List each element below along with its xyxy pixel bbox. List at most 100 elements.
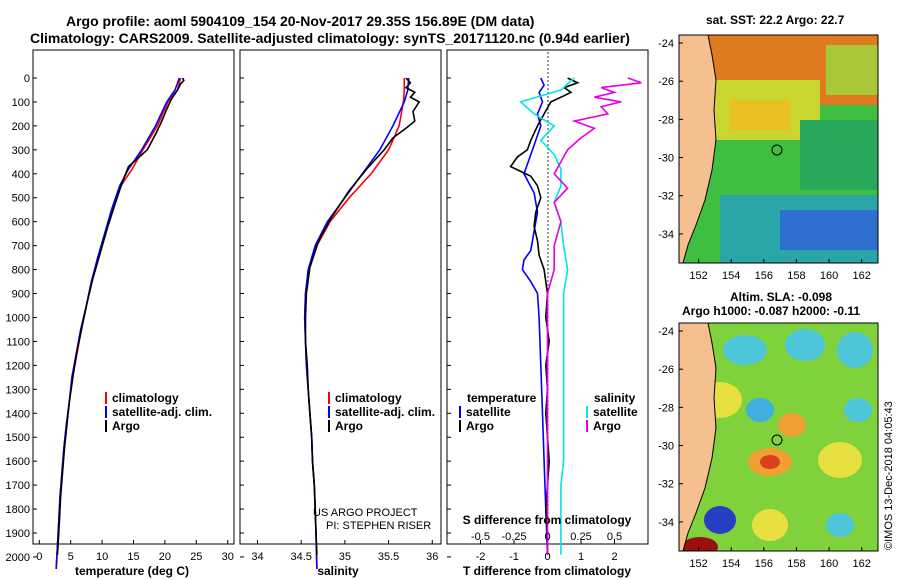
sst-warm-east — [826, 45, 878, 95]
sla-float-marker — [771, 434, 783, 446]
legend-satellite-label: satellite-adj. clim. — [112, 405, 212, 419]
lon-tick-label: 162 — [853, 270, 871, 282]
legend-s-argo-label: Argo — [593, 419, 621, 433]
x-tick-label: 10 — [96, 551, 108, 563]
x-tick-label: 35.5 — [378, 551, 399, 563]
lat-tick-label: -28 — [658, 114, 674, 126]
series-climatology — [303, 78, 406, 569]
series-s-satellite — [519, 77, 575, 555]
depth-tick-label: 100 — [12, 97, 30, 109]
depth-tick-label: 400 — [12, 169, 30, 181]
depth-tick-label: 2000 — [6, 552, 30, 564]
s-tick-label: 0.5 — [607, 531, 622, 543]
lat-tick-label: -30 — [658, 441, 674, 453]
sla-deep-blue-eddy — [704, 506, 736, 534]
salinity-panel: 34 34.5 35 35.5 36 salinity climatology sate… — [239, 49, 442, 578]
depth-tick-label: 1700 — [6, 480, 30, 492]
series-satellite-adj-clim- — [55, 77, 181, 569]
depth-tick-label: 600 — [12, 217, 30, 229]
series-satellite-adj-clim- — [303, 77, 410, 569]
x-tick-label: 5 — [68, 551, 74, 563]
legend-climatology-label: climatology — [112, 391, 179, 405]
x-tick-label: 15 — [127, 551, 139, 563]
legend-temperature-title: temperature — [467, 391, 537, 405]
x-tick-label: 0 — [36, 551, 42, 563]
depth-tick-label: 1500 — [6, 432, 30, 444]
lon-tick-label: 154 — [722, 558, 740, 570]
legend-t-argo-label: Argo — [466, 419, 494, 433]
sla-blue-eddy-5 — [844, 398, 872, 422]
lon-tick-label: 158 — [787, 270, 805, 282]
sla-map-title2: Argo h1000: -0.087 h2000: -0.11 — [682, 304, 860, 318]
lon-tick-label: 152 — [689, 558, 707, 570]
series-s-argo — [546, 77, 642, 555]
credit-pi: PI: STEPHEN RISER — [326, 520, 431, 532]
lat-tick-label: -26 — [658, 76, 674, 88]
lon-tick-label: 160 — [820, 558, 838, 570]
x-tick-label: 20 — [159, 551, 171, 563]
depth-tick-label: 1800 — [6, 504, 30, 516]
s-tick-label: 0.25 — [570, 531, 591, 543]
header-line1: Argo profile: aoml 5904109_154 20-Nov-20… — [66, 13, 535, 29]
lon-tick-label: 160 — [820, 270, 838, 282]
x-tick-label: 35 — [339, 551, 351, 563]
legend-argo-label: Argo — [112, 419, 140, 433]
depth-tick-label: 1900 — [6, 528, 30, 540]
depth-axis: 0 100 200 300 400 500 600 700 800 900 1000 1100 1200… — [6, 73, 37, 564]
lon-tick-label: 154 — [722, 270, 740, 282]
depth-tick-label: 1300 — [6, 384, 30, 396]
sst-cold-patch — [780, 210, 878, 250]
temperature-axis-label: temperature (deg C) — [75, 564, 189, 578]
imos-credit: ©IMOS 13-Dec-2018 04:05:43 — [883, 401, 895, 550]
depth-tick-label: 900 — [12, 289, 30, 301]
sla-blue-eddy-1 — [723, 335, 767, 365]
sla-map-title1: Altim. SLA: -0.098 — [730, 290, 832, 304]
depth-tick-label: 200 — [12, 121, 30, 133]
sst-float-marker — [771, 144, 783, 156]
lat-tick-label: -26 — [658, 364, 674, 376]
legend-climatology-label: climatology — [335, 391, 402, 405]
difference-depth-ticks — [447, 77, 451, 558]
temperature-legend: climatology satellite-adj. clim. Argo — [105, 391, 212, 433]
sst-yellow-patch — [730, 100, 790, 130]
sla-map: Altim. SLA: -0.098 Argo h1000: -0.087 h2… — [658, 290, 895, 570]
lat-tick-label: -28 — [658, 402, 674, 414]
x-tick-label: 36 — [426, 551, 438, 563]
x-tick-label: 25 — [190, 551, 202, 563]
sla-blue-eddy-4 — [746, 398, 774, 422]
sla-blue-eddy-6 — [826, 513, 854, 537]
depth-tick-label: 1600 — [6, 456, 30, 468]
difference-legend: temperature salinity satellite Argo sate… — [459, 391, 638, 433]
salinity-plot-frame — [239, 49, 442, 545]
series-argo — [304, 77, 421, 555]
depth-tick-label: 800 — [12, 265, 30, 277]
salinity-depth-ticks — [240, 77, 244, 558]
x-tick-label: 30 — [222, 551, 234, 563]
sla-blue-eddy-2 — [785, 329, 825, 361]
x-tick-label: 34.5 — [290, 551, 311, 563]
s-tick-label: -0.25 — [501, 531, 526, 543]
lon-tick-label: 162 — [853, 558, 871, 570]
lat-tick-label: -24 — [658, 326, 674, 338]
s-tick-label: -0.5 — [471, 531, 490, 543]
sst-map-frame — [678, 34, 879, 264]
lon-tick-label: 156 — [755, 558, 773, 570]
lat-tick-label: -34 — [658, 517, 674, 529]
salinity-x-axis: 34 34.5 35 35.5 36 — [251, 540, 438, 563]
x-tick-label: 34 — [251, 551, 263, 563]
lon-tick-label: 158 — [787, 558, 805, 570]
depth-tick-label: 300 — [12, 145, 30, 157]
temperature-x-axis: 0 5 10 15 20 25 30 — [36, 540, 234, 563]
lon-tick-label: 156 — [755, 270, 773, 282]
series-t-satellite — [521, 77, 549, 555]
difference-panel: -2 -1 0 1 2 S difference from climatology -0… — [446, 49, 649, 578]
legend-satellite-label: satellite-adj. clim. — [335, 405, 435, 419]
temperature-panel: 0100200300400500600700800900100011001200… — [6, 49, 235, 578]
sla-yellow-eddy-3 — [752, 509, 788, 541]
depth-tick-label: 700 — [12, 241, 30, 253]
sla-yellow-eddy-2 — [818, 442, 862, 478]
sst-map-title: sat. SST: 22.2 Argo: 22.7 — [706, 13, 845, 27]
legend-t-satellite-label: satellite — [466, 405, 511, 419]
s-difference-ticks: -0.5 -0.25 0 0.25 0.5 — [471, 531, 622, 543]
sst-green-east — [800, 120, 878, 190]
